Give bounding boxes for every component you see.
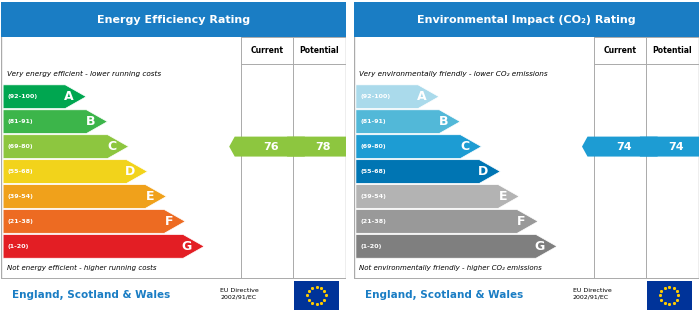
Text: England, Scotland & Wales: England, Scotland & Wales <box>12 290 170 300</box>
Text: Current: Current <box>251 46 284 55</box>
Text: G: G <box>182 240 192 253</box>
Text: (55-68): (55-68) <box>360 169 386 174</box>
Text: E: E <box>146 190 154 203</box>
Polygon shape <box>3 235 204 258</box>
Polygon shape <box>356 209 538 233</box>
Polygon shape <box>582 137 657 157</box>
Text: Not energy efficient - higher running costs: Not energy efficient - higher running co… <box>6 265 156 271</box>
Polygon shape <box>3 135 129 158</box>
Text: 76: 76 <box>263 141 279 152</box>
Polygon shape <box>3 160 148 183</box>
Text: (69-80): (69-80) <box>360 144 386 149</box>
Text: (81-91): (81-91) <box>8 119 33 124</box>
Text: EU Directive
2002/91/EC: EU Directive 2002/91/EC <box>220 288 259 299</box>
Text: Environmental Impact (CO₂) Rating: Environmental Impact (CO₂) Rating <box>417 14 636 25</box>
FancyBboxPatch shape <box>1 2 346 313</box>
Text: Very environmentally friendly - lower CO₂ emissions: Very environmentally friendly - lower CO… <box>359 71 548 77</box>
Polygon shape <box>356 160 500 183</box>
Text: B: B <box>438 115 448 128</box>
Text: (21-38): (21-38) <box>8 219 34 224</box>
Text: (81-91): (81-91) <box>360 119 386 124</box>
Text: D: D <box>125 165 135 178</box>
FancyBboxPatch shape <box>354 2 699 37</box>
Text: Not environmentally friendly - higher CO₂ emissions: Not environmentally friendly - higher CO… <box>359 265 542 271</box>
Text: 74: 74 <box>616 141 631 152</box>
Polygon shape <box>229 137 304 157</box>
Text: E: E <box>498 190 507 203</box>
Polygon shape <box>3 185 167 208</box>
Text: England, Scotland & Wales: England, Scotland & Wales <box>365 290 523 300</box>
Text: (39-54): (39-54) <box>360 194 386 199</box>
Text: C: C <box>460 140 469 153</box>
Text: A: A <box>64 90 74 103</box>
Polygon shape <box>3 110 107 134</box>
Polygon shape <box>356 235 557 258</box>
FancyBboxPatch shape <box>354 278 699 313</box>
Text: 78: 78 <box>316 141 331 152</box>
Text: (1-20): (1-20) <box>8 244 29 249</box>
Text: (55-68): (55-68) <box>8 169 33 174</box>
Polygon shape <box>356 135 482 158</box>
Text: (21-38): (21-38) <box>360 219 386 224</box>
Text: C: C <box>107 140 116 153</box>
FancyBboxPatch shape <box>1 278 346 313</box>
FancyBboxPatch shape <box>647 281 692 310</box>
Text: 74: 74 <box>668 141 684 152</box>
Text: Current: Current <box>603 46 636 55</box>
FancyBboxPatch shape <box>1 2 346 37</box>
Polygon shape <box>356 185 519 208</box>
FancyBboxPatch shape <box>294 281 339 310</box>
Polygon shape <box>281 137 358 157</box>
Text: B: B <box>85 115 95 128</box>
Text: (92-100): (92-100) <box>8 94 38 99</box>
Text: (1-20): (1-20) <box>360 244 382 249</box>
Text: Energy Efficiency Rating: Energy Efficiency Rating <box>97 14 250 25</box>
FancyBboxPatch shape <box>354 2 699 313</box>
Text: (69-80): (69-80) <box>8 144 33 149</box>
Polygon shape <box>634 137 700 157</box>
Text: Potential: Potential <box>652 46 692 55</box>
Text: Potential: Potential <box>300 46 339 55</box>
Polygon shape <box>356 110 460 134</box>
Text: Very energy efficient - lower running costs: Very energy efficient - lower running co… <box>6 71 161 77</box>
Polygon shape <box>3 85 86 109</box>
Text: (92-100): (92-100) <box>360 94 391 99</box>
Text: (39-54): (39-54) <box>8 194 34 199</box>
Text: G: G <box>535 240 545 253</box>
Polygon shape <box>356 85 439 109</box>
Text: EU Directive
2002/91/EC: EU Directive 2002/91/EC <box>573 288 612 299</box>
Text: A: A <box>417 90 427 103</box>
Polygon shape <box>3 209 186 233</box>
Text: F: F <box>517 215 526 228</box>
Text: D: D <box>478 165 488 178</box>
Text: F: F <box>164 215 173 228</box>
